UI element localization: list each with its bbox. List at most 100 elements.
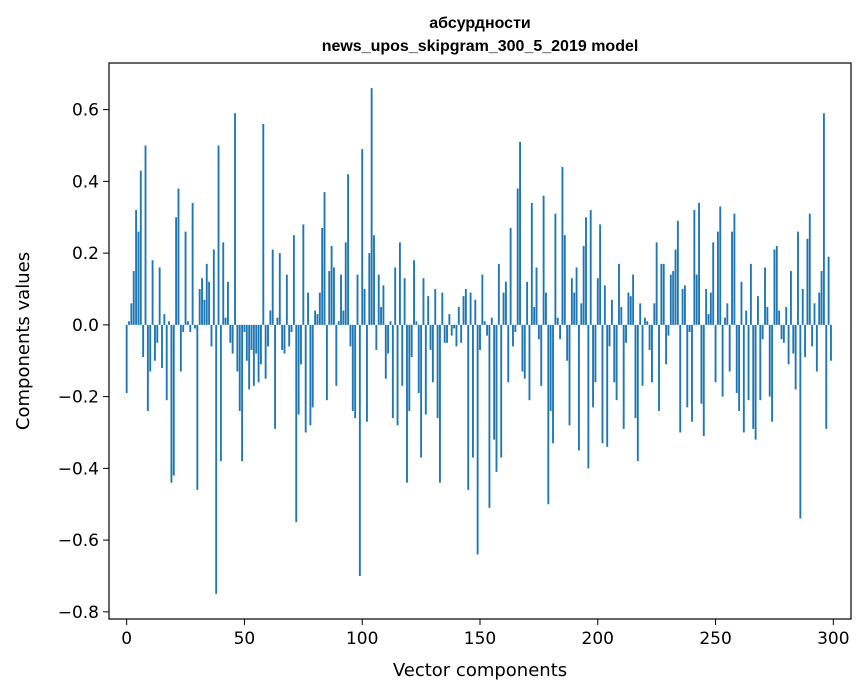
bar xyxy=(410,324,413,358)
bar xyxy=(797,231,799,325)
bar xyxy=(203,299,206,325)
bar xyxy=(184,231,187,325)
bar xyxy=(775,245,778,325)
bar xyxy=(149,324,152,372)
bar xyxy=(830,324,832,361)
bar xyxy=(307,292,309,325)
bar xyxy=(422,278,425,325)
bar xyxy=(439,324,441,483)
bar xyxy=(582,245,585,325)
bar xyxy=(175,217,178,325)
x-axis-ticks: 0 50 100 150 200 250 300 xyxy=(121,619,850,649)
bar xyxy=(526,281,529,325)
bar xyxy=(356,274,359,325)
bar xyxy=(241,324,244,462)
bar xyxy=(592,324,594,408)
bar xyxy=(622,324,625,429)
bar xyxy=(368,253,371,325)
bar xyxy=(815,324,818,372)
bar xyxy=(573,292,576,325)
bar xyxy=(269,310,272,325)
bar xyxy=(804,324,806,358)
bar xyxy=(691,324,693,422)
bar xyxy=(610,299,613,325)
bar xyxy=(735,324,738,394)
bar xyxy=(627,292,630,325)
bar xyxy=(321,228,324,325)
bar xyxy=(570,278,573,325)
bar xyxy=(224,317,227,325)
bar xyxy=(337,321,340,325)
bar xyxy=(519,141,521,325)
bar xyxy=(818,292,821,325)
bar xyxy=(787,324,790,365)
bar xyxy=(302,224,305,325)
bar xyxy=(794,324,797,390)
bar xyxy=(667,324,670,336)
bar xyxy=(194,324,196,329)
bar xyxy=(158,267,161,325)
bar xyxy=(196,324,199,490)
bar xyxy=(271,249,274,325)
bar xyxy=(625,324,627,343)
bar xyxy=(481,274,484,325)
bar xyxy=(700,324,703,404)
bar xyxy=(250,324,253,350)
bar xyxy=(427,296,430,325)
bar xyxy=(811,324,814,347)
bar xyxy=(132,271,135,325)
bar xyxy=(448,314,451,325)
bar xyxy=(285,274,288,325)
bar xyxy=(820,271,823,325)
bar xyxy=(401,324,404,386)
bar xyxy=(153,324,156,361)
bar xyxy=(752,324,755,429)
x-tick-label: 300 xyxy=(817,629,849,649)
bar xyxy=(530,202,533,325)
bar xyxy=(740,281,743,325)
bar xyxy=(344,242,347,325)
bar xyxy=(601,324,604,444)
bar xyxy=(563,235,566,325)
bar xyxy=(512,324,514,347)
bar xyxy=(314,310,317,325)
bar xyxy=(618,263,620,325)
bar xyxy=(245,324,248,361)
bar xyxy=(731,231,733,325)
bar xyxy=(130,303,133,325)
bar xyxy=(594,324,597,383)
bar xyxy=(255,324,258,354)
bar xyxy=(278,253,281,325)
y-tick-label: −0.6 xyxy=(58,531,99,551)
bar xyxy=(726,303,729,325)
bar xyxy=(672,271,675,325)
bar xyxy=(335,324,338,386)
bar xyxy=(636,324,639,462)
bar xyxy=(695,274,698,325)
bar xyxy=(139,170,142,325)
bar xyxy=(363,288,366,325)
bar xyxy=(156,324,159,343)
bar xyxy=(429,324,432,350)
bar xyxy=(646,321,649,325)
bar xyxy=(217,145,220,325)
bar xyxy=(365,324,368,422)
bar xyxy=(778,310,781,325)
bar xyxy=(361,149,364,325)
bar xyxy=(799,324,802,519)
bar xyxy=(761,324,764,340)
bar xyxy=(547,324,550,505)
bar xyxy=(483,321,486,325)
bar xyxy=(537,324,540,340)
bar xyxy=(205,263,208,325)
bar xyxy=(469,292,472,325)
bar xyxy=(318,292,321,325)
x-tick-label: 150 xyxy=(464,629,496,649)
bar xyxy=(523,324,526,379)
bar xyxy=(721,324,724,397)
bar xyxy=(191,202,194,325)
bar xyxy=(766,306,769,325)
bar xyxy=(391,324,394,419)
bar xyxy=(222,242,225,325)
bar xyxy=(358,324,361,576)
